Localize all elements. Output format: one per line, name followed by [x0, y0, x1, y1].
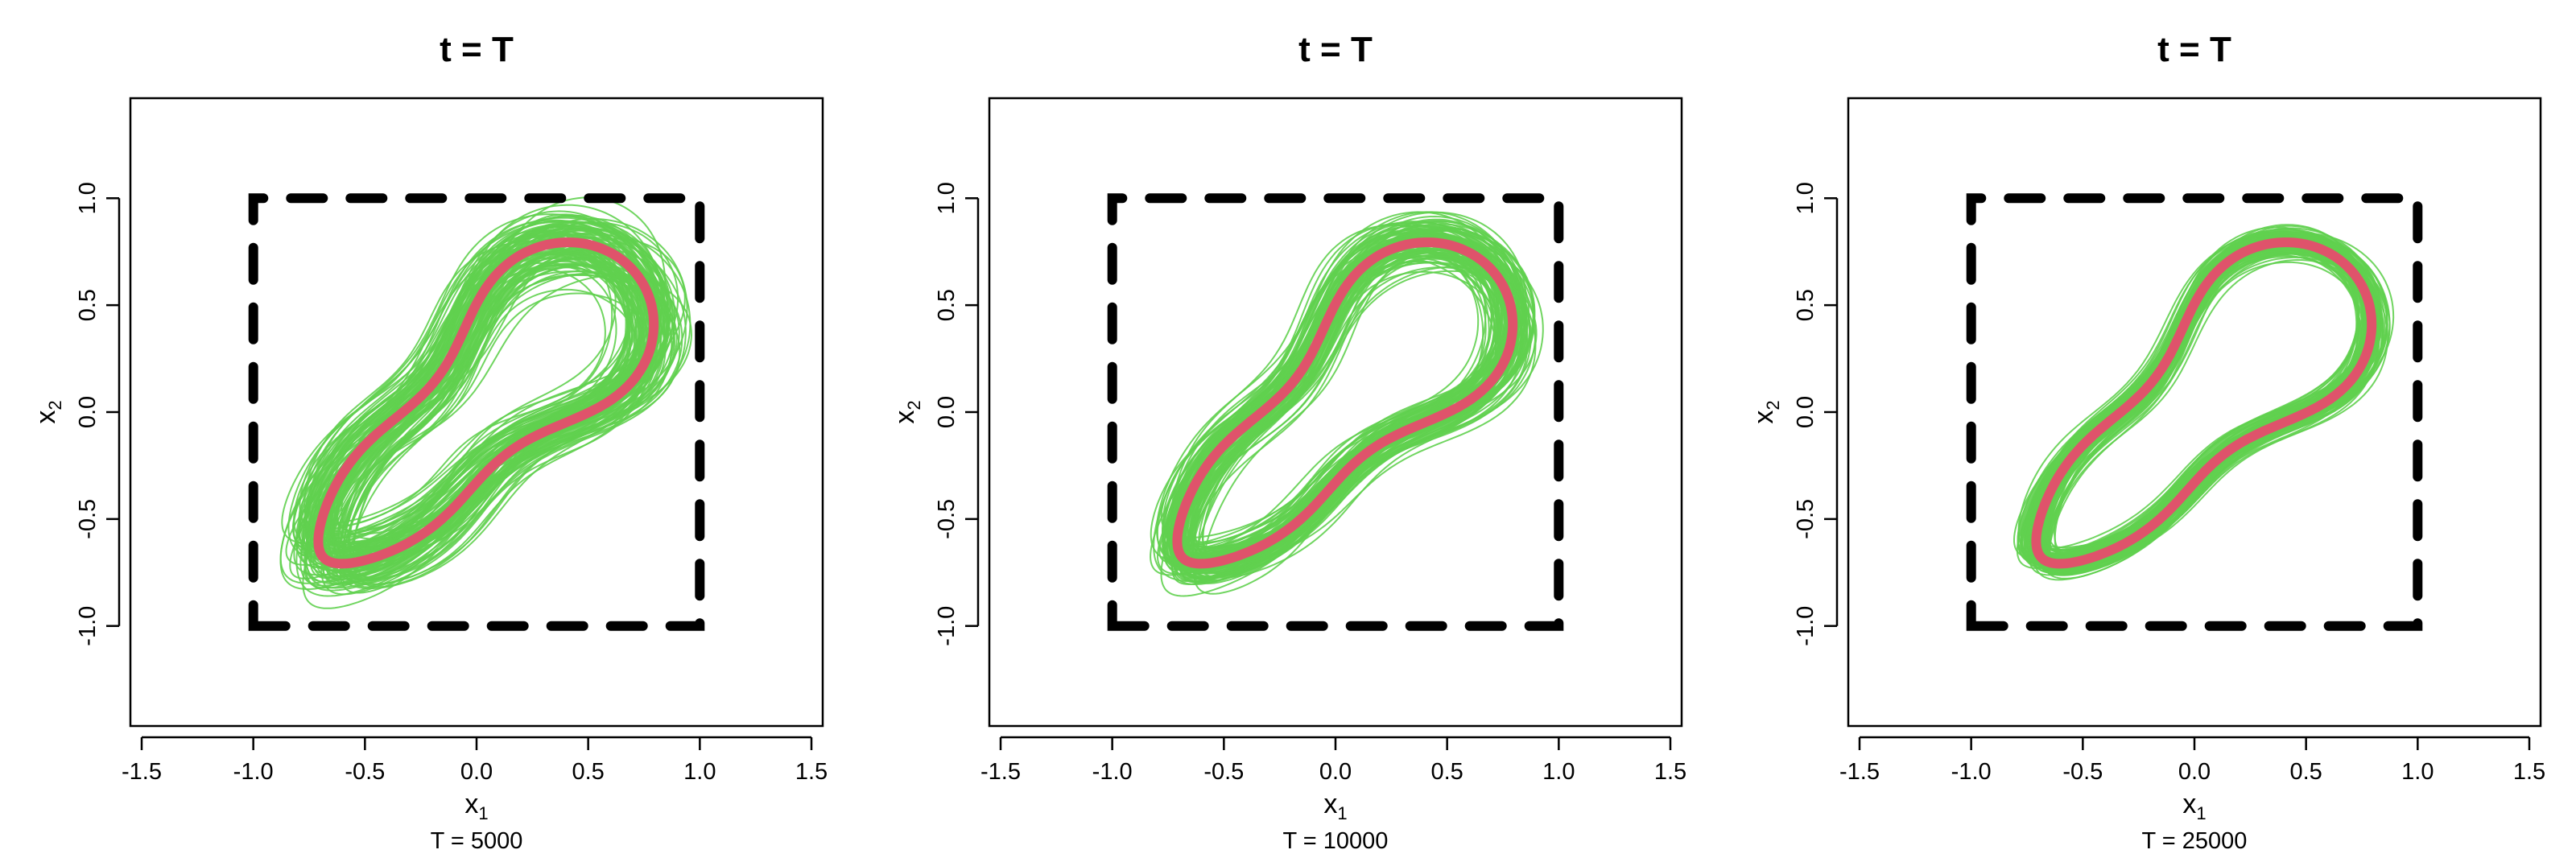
y-tick-label: -1.0 — [934, 606, 960, 646]
x-tick-label: 1.5 — [2513, 759, 2545, 785]
x-tick-label: 0.5 — [1431, 759, 1463, 785]
panel-2-x-axis-label-main: x — [1323, 789, 1337, 819]
ensemble-curve — [348, 288, 640, 554]
y-tick-label: 0.5 — [75, 289, 101, 321]
x-tick-label: -0.5 — [2062, 759, 2103, 785]
panel-1-y-axis-label: x2 — [31, 400, 65, 423]
panel-2-y-axis-label-sub: 2 — [904, 400, 924, 410]
x-tick-label: 0.0 — [460, 759, 493, 785]
panel-3: t = T -1.5 -1.0 -0.5 0.0 0.5 1.0 1.5 -1.0 -0.5 0… — [1748, 30, 2545, 854]
ensemble-curve — [336, 251, 653, 582]
panel-1-title: t = T — [440, 30, 514, 69]
panel-1-plot-frame — [129, 97, 824, 728]
ensemble-curve — [1150, 243, 1530, 563]
ensemble-curve — [1201, 238, 1511, 552]
y-tick-label: 0.5 — [1793, 289, 1818, 321]
y-tick-label: 1.0 — [75, 182, 101, 214]
ensemble-curve — [1153, 228, 1518, 583]
panel-1-reference-curve — [313, 237, 659, 569]
panel-1-x-axis-label-main: x — [464, 789, 478, 819]
y-tick-label: 0.0 — [934, 396, 960, 428]
panel-1-y-axis: -1.0 -0.5 0.0 0.5 1.0 — [75, 182, 121, 646]
x-tick-label: 1.5 — [795, 759, 828, 785]
panel-3-dashed-square — [1966, 193, 2423, 631]
x-tick-label: 0.0 — [1319, 759, 1352, 785]
panel-3-y-axis-label-main: x — [1748, 410, 1779, 424]
panel-2-plot-layer — [1107, 193, 1564, 631]
ensemble-curve — [303, 246, 667, 589]
y-tick-label: -0.5 — [934, 499, 960, 539]
panel-1-x-axis: -1.5 -1.0 -0.5 0.0 0.5 1.0 1.5 — [122, 736, 828, 785]
x-tick-label: 1.0 — [2401, 759, 2434, 785]
panel-2-title: t = T — [1298, 30, 1373, 69]
x-tick-label: -1.0 — [1092, 759, 1133, 785]
x-tick-label: -1.5 — [122, 759, 162, 785]
panel-3-x-axis-label-main: x — [2182, 789, 2196, 819]
y-tick-label: -1.0 — [75, 606, 101, 646]
ensemble-curve — [1180, 244, 1536, 584]
panel-1-caption: T = 5000 — [431, 828, 523, 854]
panel-1: t = T -1.5 -1.0 -0.5 0.0 0.5 1.0 1.5 -1.0 -0.5 0… — [31, 30, 828, 854]
panel-3-caption: T = 25000 — [2142, 828, 2248, 854]
y-tick-label: -0.5 — [1793, 499, 1818, 539]
panel-2-y-axis-label-main: x — [890, 410, 920, 424]
x-tick-label: 0.5 — [2290, 759, 2322, 785]
panel-2-y-axis: -1.0 -0.5 0.0 0.5 1.0 — [934, 182, 980, 646]
panel-2-reference-curve — [1172, 237, 1518, 569]
ensemble-curve — [1171, 266, 1522, 565]
ensemble-curve — [301, 263, 661, 556]
panel-2-x-axis-label: x1 — [1323, 789, 1347, 823]
panel-1-x-axis-label-sub: 1 — [478, 803, 488, 823]
panel-3-x-axis-label: x1 — [2182, 789, 2206, 823]
y-tick-label: -0.5 — [75, 499, 101, 539]
panel-3-plot-frame — [1847, 97, 2542, 728]
x-tick-label: 0.0 — [2178, 759, 2211, 785]
panel-2-x-axis-label-sub: 1 — [1337, 803, 1347, 823]
x-tick-label: 1.5 — [1654, 759, 1686, 785]
y-tick-label: 0.5 — [934, 289, 960, 321]
x-tick-label: -0.5 — [345, 759, 385, 785]
ensemble-curve — [300, 264, 666, 568]
panel-3-reference-curve — [2031, 237, 2377, 569]
panel-2-caption: T = 10000 — [1283, 828, 1389, 854]
y-tick-label: 0.0 — [75, 396, 101, 428]
panel-2-x-axis: -1.5 -1.0 -0.5 0.0 0.5 1.0 1.5 — [980, 736, 1686, 785]
panel-1-plot-layer — [248, 193, 705, 631]
panel-3-x-axis: -1.5 -1.0 -0.5 0.0 0.5 1.0 1.5 — [1839, 736, 2545, 785]
panel-1-y-axis-label-sub: 2 — [45, 400, 65, 410]
panel-3-y-axis-label-sub: 2 — [1763, 400, 1783, 410]
panel-3-title: t = T — [2157, 30, 2231, 69]
x-tick-label: 1.0 — [683, 759, 716, 785]
panel-2-dashed-square — [1107, 193, 1564, 631]
y-tick-label: -1.0 — [1793, 606, 1818, 646]
ensemble-curve — [292, 238, 648, 553]
panel-2: t = T -1.5 -1.0 -0.5 0.0 0.5 1.0 1.5 -1.0 -0.5 0… — [890, 30, 1686, 854]
x-tick-label: -1.5 — [980, 759, 1021, 785]
x-tick-label: 0.5 — [572, 759, 605, 785]
x-tick-label: 1.0 — [1542, 759, 1575, 785]
panel-1-dashed-square — [248, 193, 705, 631]
x-tick-label: -1.5 — [1839, 759, 1880, 785]
x-tick-label: -1.0 — [233, 759, 274, 785]
panel-2-y-axis-label: x2 — [890, 400, 924, 423]
x-tick-label: -0.5 — [1203, 759, 1244, 785]
panel-2-plot-frame — [988, 97, 1683, 728]
ensemble-curve — [289, 229, 664, 580]
y-tick-label: 0.0 — [1793, 396, 1818, 428]
y-tick-label: 1.0 — [934, 182, 960, 214]
panel-1-y-axis-label-main: x — [31, 410, 61, 424]
panel-1-x-axis-label: x1 — [464, 789, 488, 823]
y-tick-label: 1.0 — [1793, 182, 1818, 214]
x-tick-label: -1.0 — [1951, 759, 1992, 785]
panel-3-x-axis-label-sub: 1 — [2196, 803, 2206, 823]
panel-3-y-axis: -1.0 -0.5 0.0 0.5 1.0 — [1793, 182, 1839, 646]
panel-3-y-axis-label: x2 — [1748, 400, 1783, 423]
panel-3-plot-layer — [1966, 193, 2423, 631]
